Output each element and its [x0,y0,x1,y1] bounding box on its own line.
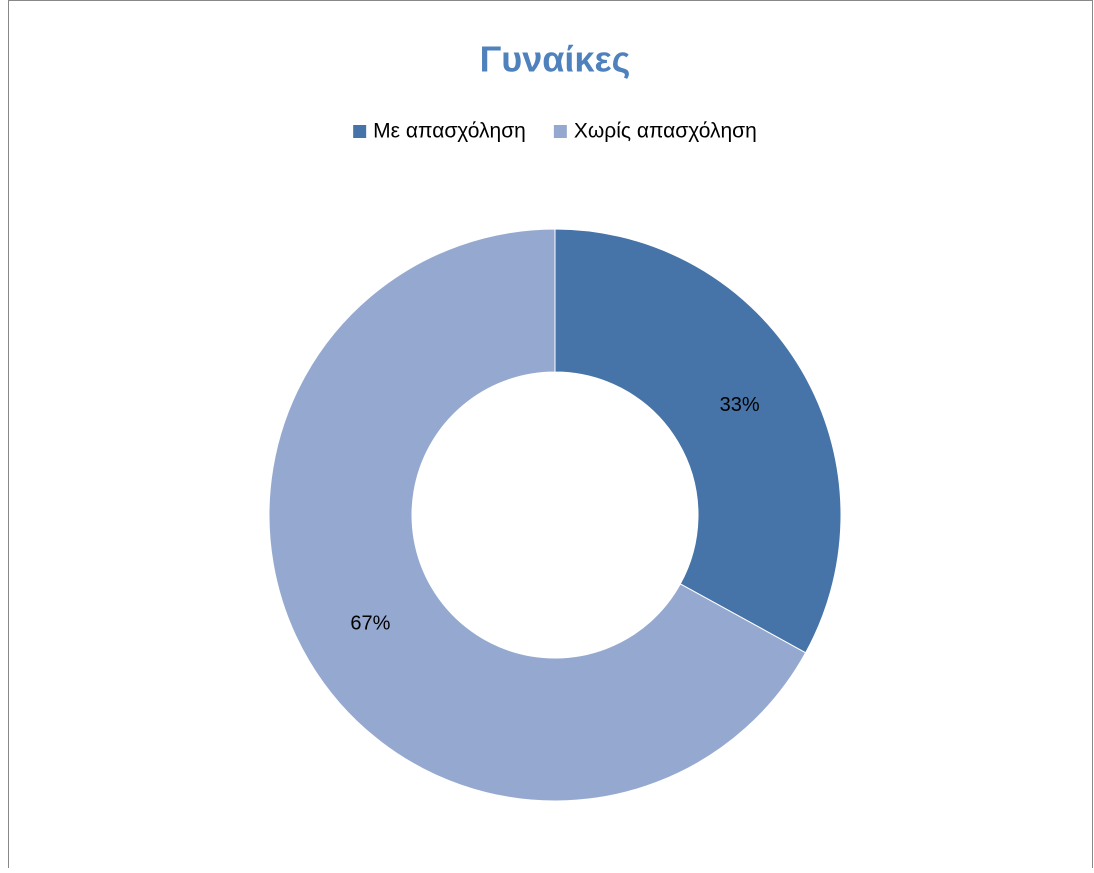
chart-title: Γυναίκες [480,39,631,80]
donut-slice [554,228,842,654]
donut-slice [268,228,807,802]
data-label: 67% [350,612,390,634]
legend-label: Χωρίς απασχόληση [574,120,757,143]
legend-swatch [553,125,567,138]
legend-label: Με απασχόληση [373,120,526,143]
legend-swatch [353,125,367,138]
data-label: 33% [720,394,760,416]
